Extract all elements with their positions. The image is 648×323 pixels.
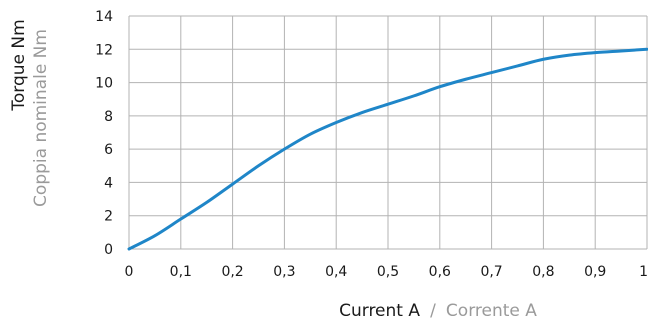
x-axis-label-separator: /	[430, 301, 436, 321]
x-tick-label: 0,3	[273, 264, 295, 280]
series-group	[127, 47, 648, 251]
x-tick-label: 0,9	[584, 264, 606, 280]
x-tick-label: 0	[125, 264, 134, 280]
x-axis-ticks: 0 0,1 0,2 0,3 0,4 0,5 0,6 0,7 0,8 0,9 1	[125, 264, 648, 280]
x-tick-label: 0,2	[221, 264, 243, 280]
series-line	[127, 47, 648, 251]
y-tick-label: 2	[104, 209, 113, 225]
x-tick-label: 0,5	[377, 264, 399, 280]
y-tick-label: 8	[104, 109, 113, 125]
y-axis-label-secondary: Coppia nominale Nm	[31, 29, 51, 207]
x-tick-label: 0,6	[429, 264, 451, 280]
x-tick-label: 0,1	[170, 264, 192, 280]
y-tick-label: 10	[95, 76, 113, 92]
x-axis-label: Current A	[339, 301, 420, 321]
y-tick-label: 0	[104, 242, 113, 258]
grid	[128, 15, 648, 250]
x-tick-label: 0,8	[532, 264, 554, 280]
y-tick-label: 4	[104, 175, 113, 191]
x-tick-label: 1	[639, 264, 648, 280]
y-axis-label: Torque Nm	[9, 19, 29, 111]
x-tick-label: 0,4	[325, 264, 347, 280]
x-axis-label-secondary: Corrente A	[446, 301, 537, 321]
x-axis-label-group: Current A / Corrente A	[339, 301, 537, 321]
x-tick-label: 0,7	[480, 264, 502, 280]
y-tick-label: 14	[95, 9, 113, 25]
y-axis-ticks: 0 2 4 6 8 10 12 14	[95, 9, 113, 258]
y-tick-label: 12	[95, 42, 113, 58]
y-tick-label: 6	[104, 142, 113, 158]
